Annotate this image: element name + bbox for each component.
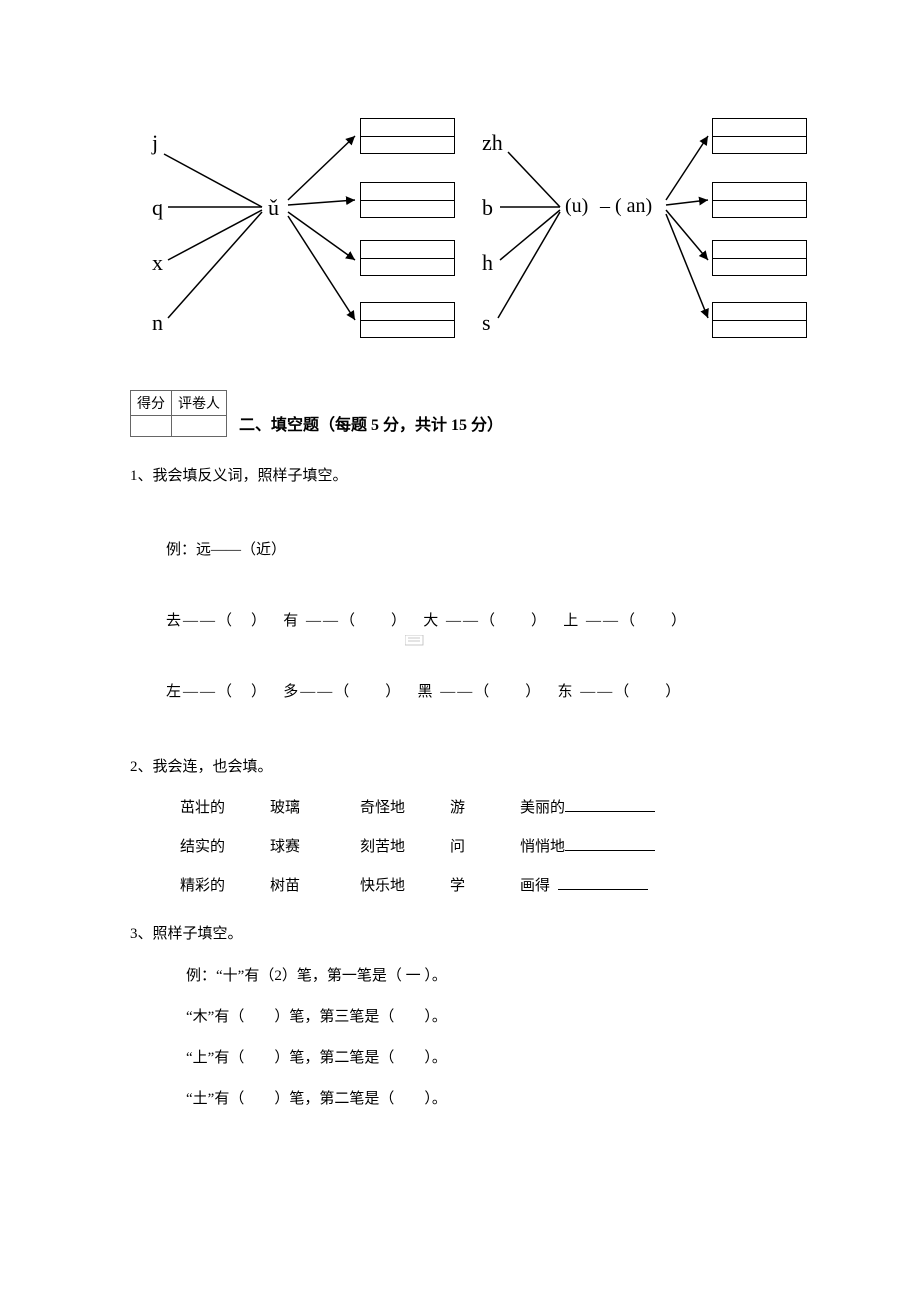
score-section: 得分 评卷人 二、填空题（每题 5 分，共计 15 分） xyxy=(130,390,790,437)
q3-prompt: 3、照样子填空。 xyxy=(130,923,790,946)
diag-right-box-1 xyxy=(712,182,807,218)
q2-r0-d: 游 xyxy=(450,796,520,817)
q2-r2-a: 精彩的 xyxy=(180,874,270,895)
q2-row-0: 茁壮的 玻璃 奇怪地 游 美丽的 xyxy=(130,796,790,817)
score-cell-2 xyxy=(172,416,227,437)
q2-r1-b: 球赛 xyxy=(270,835,360,856)
q3-line-1: “上”有（ ）笔，第二笔是（ ）。 xyxy=(130,1046,790,1067)
score-h2: 评卷人 xyxy=(172,391,227,416)
diag-left-box-1 xyxy=(360,182,455,218)
q2-r0-a: 茁壮的 xyxy=(180,796,270,817)
diag-left-box-0 xyxy=(360,118,455,154)
q2-prompt: 2、我会连，也会填。 xyxy=(130,756,790,779)
score-table: 得分 评卷人 xyxy=(130,390,227,437)
q2-row-2: 精彩的 树苗 快乐地 学 画得 xyxy=(130,874,790,895)
diag-right-box-0 xyxy=(712,118,807,154)
q2-r1-c: 刻苦地 xyxy=(360,835,450,856)
section2-title: 二、填空题（每题 5 分，共计 15 分） xyxy=(239,411,503,437)
q2-r0-c: 奇怪地 xyxy=(360,796,450,817)
diagram-left: j q x n ǔ xyxy=(130,100,440,350)
diag-right-box-3 xyxy=(712,302,807,338)
q3-example: 例：“十”有（2）笔，第一笔是（ 一 ）。 xyxy=(130,964,790,985)
q2-r1-e: 悄悄地 xyxy=(520,835,670,856)
q1-example: 例：远——（近） xyxy=(130,538,790,559)
score-h1: 得分 xyxy=(131,391,172,416)
diagram-right: zh b h s (u) – ( an) xyxy=(480,100,790,350)
q1-prompt: 1、我会填反义词，照样子填空。 xyxy=(130,465,790,488)
q2-r1-d: 问 xyxy=(450,835,520,856)
q3-line-2: “土”有（ ）笔，第二笔是（ ）。 xyxy=(130,1087,790,1108)
diagram-row: j q x n ǔ zh xyxy=(130,100,790,350)
diag-left-box-2 xyxy=(360,240,455,276)
q1-row1: 去——（ ） 有 ——（ ） 大 ——（ ） 上 ——（ ） xyxy=(130,609,790,630)
watermark-icon xyxy=(405,635,425,647)
q2-r2-d: 学 xyxy=(450,874,520,895)
score-cell-1 xyxy=(131,416,172,437)
q2-r2-e: 画得 xyxy=(520,874,670,895)
q2-r2-b: 树苗 xyxy=(270,874,360,895)
q2-r2-c: 快乐地 xyxy=(360,874,450,895)
diag-right-box-2 xyxy=(712,240,807,276)
q2-r0-e: 美丽的 xyxy=(520,796,670,817)
diag-left-box-3 xyxy=(360,302,455,338)
q2-r1-a: 结实的 xyxy=(180,835,270,856)
q2-r0-b: 玻璃 xyxy=(270,796,360,817)
q3-line-0: “木”有（ ）笔，第三笔是（ ）。 xyxy=(130,1005,790,1026)
q2-row-1: 结实的 球赛 刻苦地 问 悄悄地 xyxy=(130,835,790,856)
q1-row2: 左——（ ） 多——（ ） 黑 ——（ ） 东 ——（ ） xyxy=(130,680,790,701)
